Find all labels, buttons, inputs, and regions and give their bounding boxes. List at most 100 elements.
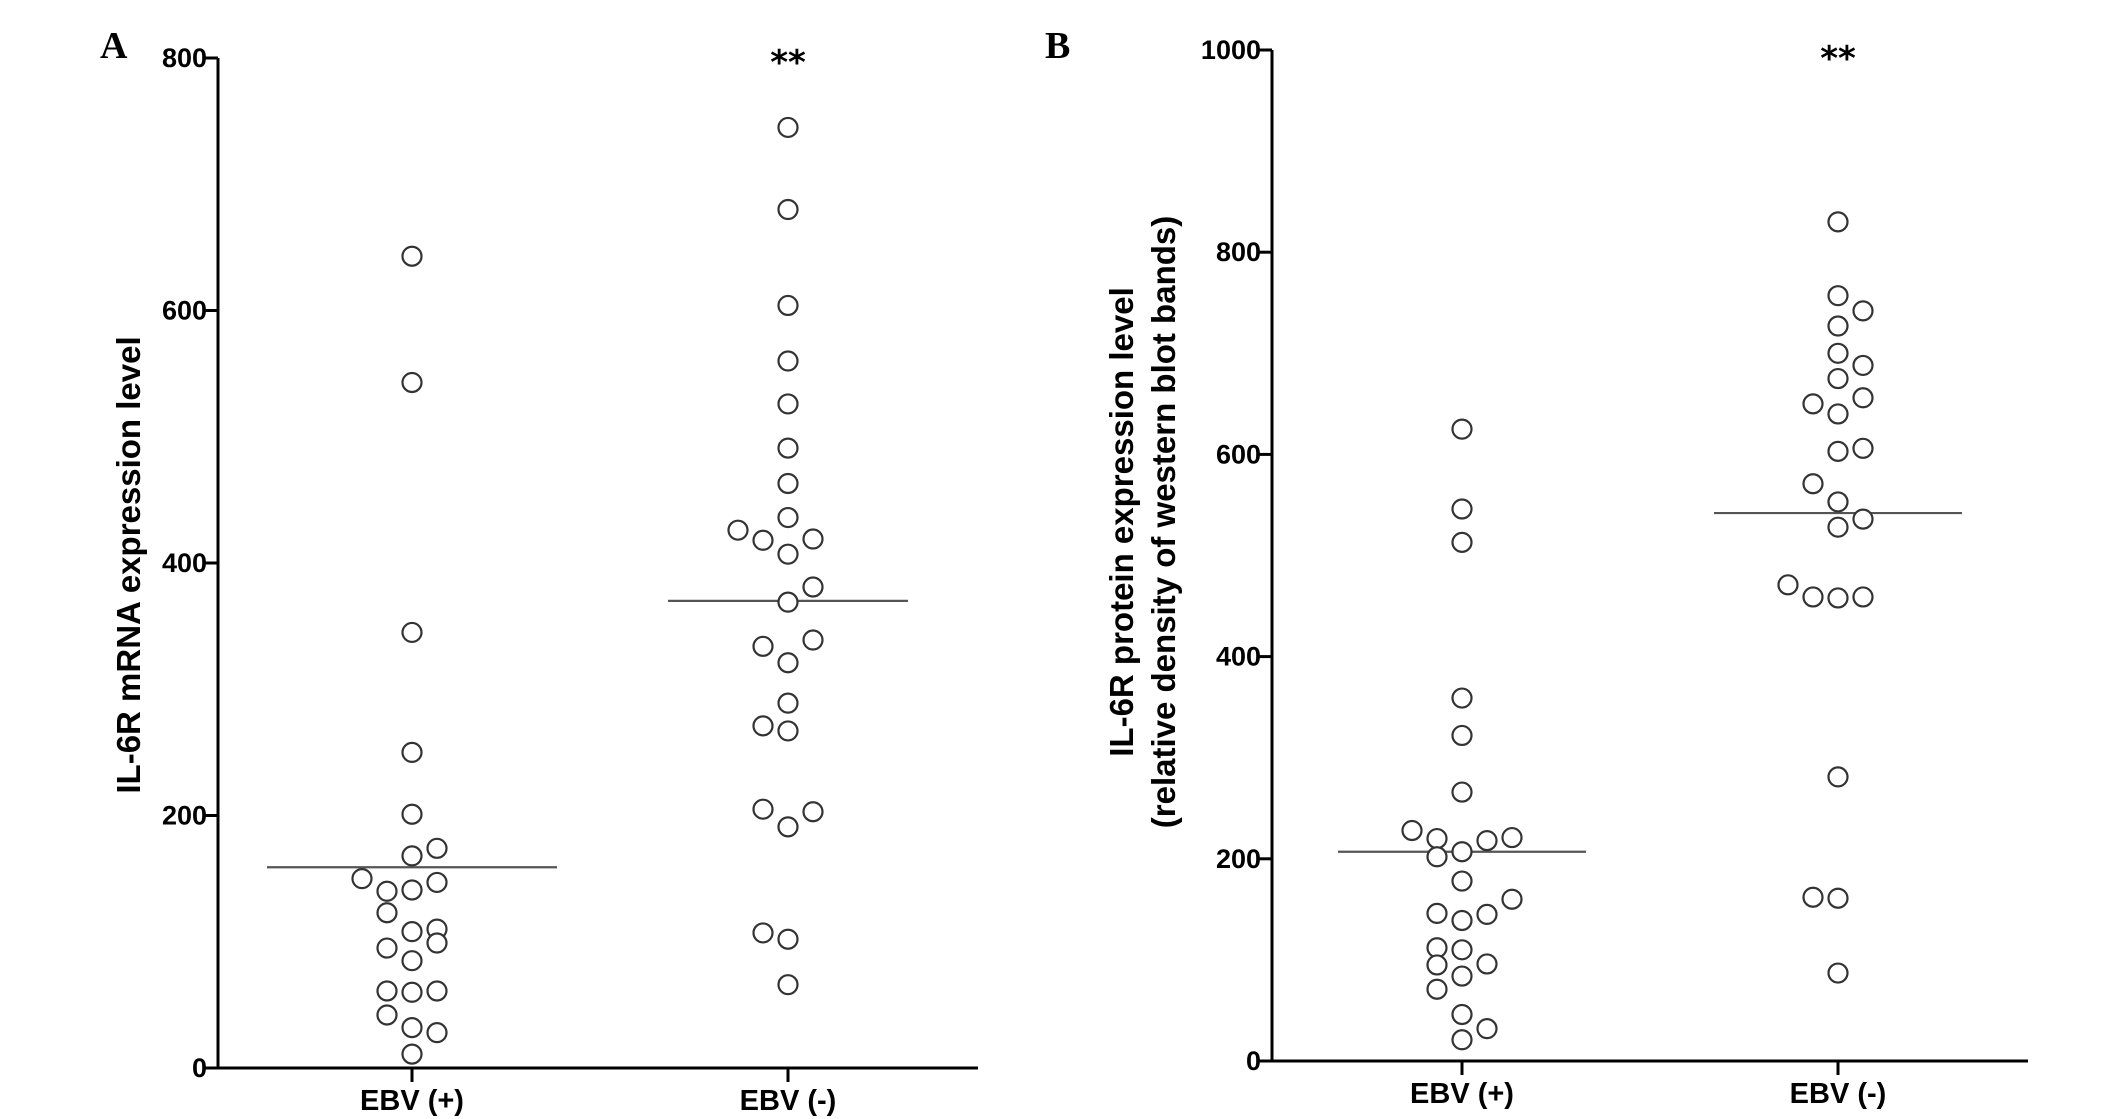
panel-a-point-0-14 [376,937,398,959]
panel-b-point-0-1 [1451,498,1473,520]
panel-a-point-1-5 [777,437,799,459]
panel-a-y-tick-label-1: 200 [162,801,207,831]
panel-a-point-0-7 [376,880,398,902]
panel-b-point-0-15 [1476,903,1498,926]
panel-b-point-0-13 [1501,888,1523,910]
panel-b-point-0-4 [1451,724,1473,747]
panel-b-point-0-8 [1476,830,1498,852]
panel-b-point-0-2 [1451,531,1473,553]
panel-b-point-0-11 [1451,841,1473,863]
panel-b-y-ticks: 0 200 400 600 800 1000 [1201,35,1272,1076]
panel-a-point-1-13 [777,591,799,613]
panel-b-point-1-3 [1827,315,1849,337]
panel-a-point-0-2 [401,621,423,644]
panel-b-y-tick-label-4: 800 [1216,237,1261,267]
panel-a-point-0-18 [401,981,423,1003]
panel-b-point-1-5 [1852,354,1874,377]
panel-a-point-1-25 [777,974,799,996]
panel-a-point-1-24 [777,928,799,950]
panel-a-point-1-14 [802,629,824,651]
panel-a-point-1-6 [777,472,799,495]
panel-b-point-1-17 [1802,586,1824,608]
panel-a-marks [267,116,908,1065]
panel-b-point-0-19 [1426,954,1448,976]
panel-a-point-1-20 [752,798,774,820]
panel-a-point-0-21 [401,1016,423,1039]
panel-a-point-0-16 [401,950,423,972]
panel-a: A IL-6R mRNA expression level 0 200 400 600… [100,25,978,1117]
panel-a-point-0-9 [426,871,448,894]
panel-b-y-tick-label-5: 1000 [1201,35,1261,65]
panel-a-point-0-3 [401,741,423,763]
panel-b-category-ebv-pos: EBV (+) [1410,1078,1514,1110]
panel-a-point-1-23 [752,922,774,944]
panel-b-point-0-16 [1451,909,1473,932]
panel-b-point-0-10 [1426,846,1448,868]
panel-a-significance-marker: ** [770,43,806,83]
panel-b-point-0-6 [1401,819,1423,842]
panel-b-point-1-22 [1827,887,1849,909]
panel-a-point-0-15 [426,932,448,954]
panel-a-point-0-10 [351,868,373,890]
panel-a-y-ticks: 0 200 400 600 800 [162,43,218,1083]
panel-a-point-0-8 [401,879,423,901]
panel-a-letter: A [100,25,128,67]
panel-b-point-0-20 [1476,953,1498,975]
panel-a-y-axis-title: IL-6R mRNA expression level [110,336,147,793]
panel-a-point-1-18 [752,715,774,737]
panel-a-point-1-19 [777,720,799,742]
panel-a-point-0-19 [426,980,448,1002]
panel-b-point-0-14 [1426,902,1448,924]
panel-b-y-axis-title-line-2: (relative density of western blot bands) [1145,216,1182,828]
panel-a-y-tick-label-4: 800 [162,43,207,73]
panel-b-y-tick-label-3: 600 [1216,439,1261,469]
panel-b-point-1-19 [1852,586,1874,608]
panel-a-point-1-16 [777,652,799,674]
panel-b-point-0-7 [1426,827,1448,850]
panel-a-point-1-1 [777,198,799,221]
panel-b-point-0-25 [1451,1029,1473,1051]
panel-a-y-tick-label-2: 400 [162,548,207,578]
panel-b-point-1-4 [1827,342,1849,364]
panel-b-point-0-21 [1451,965,1473,987]
panel-a-point-0-23 [401,1043,423,1065]
panel-b-point-0-9 [1501,826,1523,849]
panel-b-x-ticks: EBV (+) EBV (-) [1410,1061,1886,1110]
panel-b-point-0-0 [1451,418,1473,440]
panel-b-point-1-23 [1827,962,1849,984]
panel-b-point-1-12 [1802,473,1824,495]
panel-a-point-1-0 [777,116,799,139]
panel-b: B IL-6R protein expression level (relati… [1045,25,2028,1110]
panel-b-point-1-14 [1852,508,1874,530]
panel-a-point-0-4 [401,803,423,825]
panel-b-point-1-13 [1827,491,1849,513]
panel-a-point-0-22 [426,1022,448,1044]
panel-b-point-1-20 [1827,766,1849,788]
panel-a-point-1-9 [752,529,774,551]
panel-b-point-1-0 [1827,211,1849,233]
panel-b-point-1-15 [1827,516,1849,538]
panel-a-point-1-21 [802,801,824,823]
panel-b-point-1-6 [1827,367,1849,390]
panel-a-point-1-7 [777,506,799,529]
panel-b-y-tick-label-1: 200 [1216,844,1261,874]
panel-b-letter: B [1045,25,1070,67]
panel-a-category-ebv-pos: EBV (+) [360,1085,464,1117]
panel-b-point-1-11 [1852,437,1874,459]
panel-a-point-1-22 [777,816,799,838]
panel-a-point-1-17 [777,692,799,714]
panel-b-y-tick-label-2: 400 [1216,642,1261,672]
panel-b-point-1-1 [1827,285,1849,307]
panel-b-point-1-9 [1827,403,1849,425]
panel-b-point-1-8 [1852,387,1874,409]
panel-a-point-1-15 [752,635,774,657]
panel-a-x-ticks: EBV (+) EBV (-) [360,1068,836,1117]
panel-b-point-1-16 [1777,574,1799,596]
panel-b-point-0-5 [1451,781,1473,803]
panel-a-point-1-10 [802,528,824,550]
panel-a-point-1-12 [802,576,824,598]
panel-a-category-ebv-neg: EBV (-) [740,1085,837,1117]
panel-b-point-1-7 [1802,393,1824,415]
panel-a-point-0-20 [376,1004,398,1026]
panel-b-category-ebv-neg: EBV (-) [1790,1078,1887,1110]
